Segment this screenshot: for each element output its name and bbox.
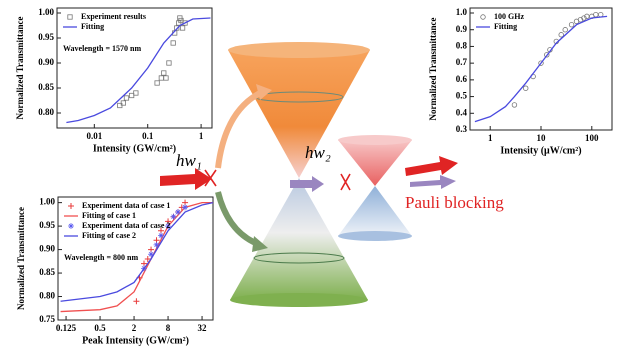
x-tick-label: 0.5 xyxy=(94,323,106,333)
x-tick-label: 1 xyxy=(199,131,204,141)
y-tick-label: 0.4 xyxy=(456,107,468,117)
point xyxy=(124,96,128,100)
point xyxy=(523,86,528,91)
x-tick-label: 32 xyxy=(198,323,208,333)
y-tick-label: 0.80 xyxy=(38,107,54,117)
x-tick-label: 2 xyxy=(132,323,137,333)
x-tick-label: 0.125 xyxy=(56,323,77,333)
y-axis-label: Normalized Transmittance xyxy=(15,17,25,120)
blocked-mark xyxy=(341,174,350,190)
y-tick-label: 0.95 xyxy=(39,220,55,230)
point xyxy=(158,232,164,238)
x-axis-label: Intensity (GW/cm²) xyxy=(93,143,176,154)
point xyxy=(180,26,184,30)
y-tick-label: 0.75 xyxy=(39,314,55,324)
relaxation-arrow xyxy=(218,192,258,244)
y-tick-label: 1.0 xyxy=(456,7,468,17)
chart: 0.3 0.4 0.5 0.6 0.7 0.8 0.9 1.0 1 10 100 Intensity … xyxy=(428,7,612,156)
cone-top xyxy=(338,135,412,145)
y-tick-label: 0.85 xyxy=(38,82,54,92)
point xyxy=(164,76,168,80)
small-conduction-cone xyxy=(338,140,412,186)
y-tick-label: 0.90 xyxy=(39,244,55,254)
point xyxy=(171,214,177,220)
legend-swatch xyxy=(68,203,74,209)
y-tick-label: 0.3 xyxy=(456,124,468,134)
point xyxy=(155,81,159,85)
cone-top xyxy=(228,42,370,58)
photon-label: hw₁ xyxy=(176,151,202,170)
point xyxy=(159,76,163,80)
legend-label: Fitting of case 1 xyxy=(82,211,136,220)
fit-line xyxy=(475,16,607,121)
pauli-label: Pauli blocking xyxy=(405,193,504,212)
y-tick-label: 0.85 xyxy=(39,267,55,277)
chart: 0.75 0.80 0.85 0.90 0.95 1.00 0.125 0.5 2 8 32 Peak… xyxy=(16,197,213,347)
x-tick-label: 0.1 xyxy=(142,131,154,141)
output-arrow xyxy=(410,175,456,189)
legend-swatch xyxy=(481,15,486,20)
chart: 0.80 0.85 0.90 0.95 1.00 0.01 0.1 1 Intensity (G… xyxy=(15,7,212,154)
plot-frame xyxy=(470,8,612,130)
legend-label: Experiment data of case 1 xyxy=(82,201,170,210)
legend-label: Experiment data of case 2 xyxy=(82,221,170,230)
y-axis-label: Normalized Transmittance xyxy=(428,18,438,121)
point xyxy=(569,22,574,27)
y-tick-label: 0.7 xyxy=(456,57,468,67)
annotation: Wavelength = 800 nm xyxy=(64,253,138,262)
y-tick-label: 0.80 xyxy=(39,291,55,301)
photon-label: hw₂ xyxy=(305,143,331,162)
point xyxy=(133,298,139,304)
cone-bottom xyxy=(338,231,412,241)
point xyxy=(134,91,138,95)
legend-label: Fitting xyxy=(81,22,104,31)
point xyxy=(594,12,599,17)
legend-swatch xyxy=(68,15,72,19)
y-axis-label: Normalized Transmittance xyxy=(16,207,26,310)
excitation-arrow xyxy=(218,92,262,168)
legend-label: Experiment results xyxy=(81,12,146,21)
x-axis-label: Intensity (μW/cm²) xyxy=(500,145,581,156)
fit-line xyxy=(66,18,210,123)
x-tick-label: 1 xyxy=(488,133,493,143)
output-arrow xyxy=(405,156,458,176)
point xyxy=(167,61,171,65)
legend-swatch xyxy=(68,223,74,229)
y-tick-label: 0.95 xyxy=(38,32,54,42)
x-axis-label: Peak Intensity (GW/cm²) xyxy=(82,335,189,346)
y-tick-label: 0.5 xyxy=(456,91,468,101)
y-tick-label: 0.8 xyxy=(456,41,468,51)
small-valence-cone xyxy=(338,186,412,236)
legend-label: Fitting of case 2 xyxy=(82,231,136,240)
pump-arrow xyxy=(160,168,212,190)
annotation: Wavelength = 1570 nm xyxy=(63,44,141,53)
conduction-cone xyxy=(228,50,370,178)
y-tick-label: 0.6 xyxy=(456,74,468,84)
point xyxy=(512,103,517,108)
y-tick-label: 0.90 xyxy=(38,57,54,67)
point xyxy=(563,27,568,32)
x-tick-label: 100 xyxy=(585,133,599,143)
point xyxy=(175,209,181,215)
point xyxy=(162,71,166,75)
y-tick-label: 0.9 xyxy=(456,24,468,34)
point xyxy=(171,41,175,45)
x-tick-label: 10 xyxy=(537,133,547,143)
figure: hw₁ hw₂ Pauli blocking 0.80 0.85 0.90 0.95 1… xyxy=(0,0,622,347)
y-tick-label: 1.00 xyxy=(39,197,55,207)
cone-bottom xyxy=(230,293,368,307)
x-tick-label: 0.01 xyxy=(86,131,102,141)
legend-label: Fitting xyxy=(494,22,517,31)
point xyxy=(129,93,133,97)
x-tick-label: 8 xyxy=(166,323,171,333)
legend-label: 100 GHz xyxy=(494,12,524,21)
y-tick-label: 1.00 xyxy=(38,7,54,17)
